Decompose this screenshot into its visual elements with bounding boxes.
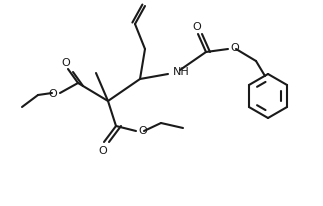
Text: O: O	[62, 58, 70, 68]
Text: O: O	[139, 125, 147, 135]
Text: O: O	[99, 145, 107, 155]
Text: O: O	[49, 89, 57, 98]
Text: NH: NH	[173, 67, 190, 77]
Text: O: O	[193, 22, 201, 32]
Text: O: O	[231, 43, 239, 53]
